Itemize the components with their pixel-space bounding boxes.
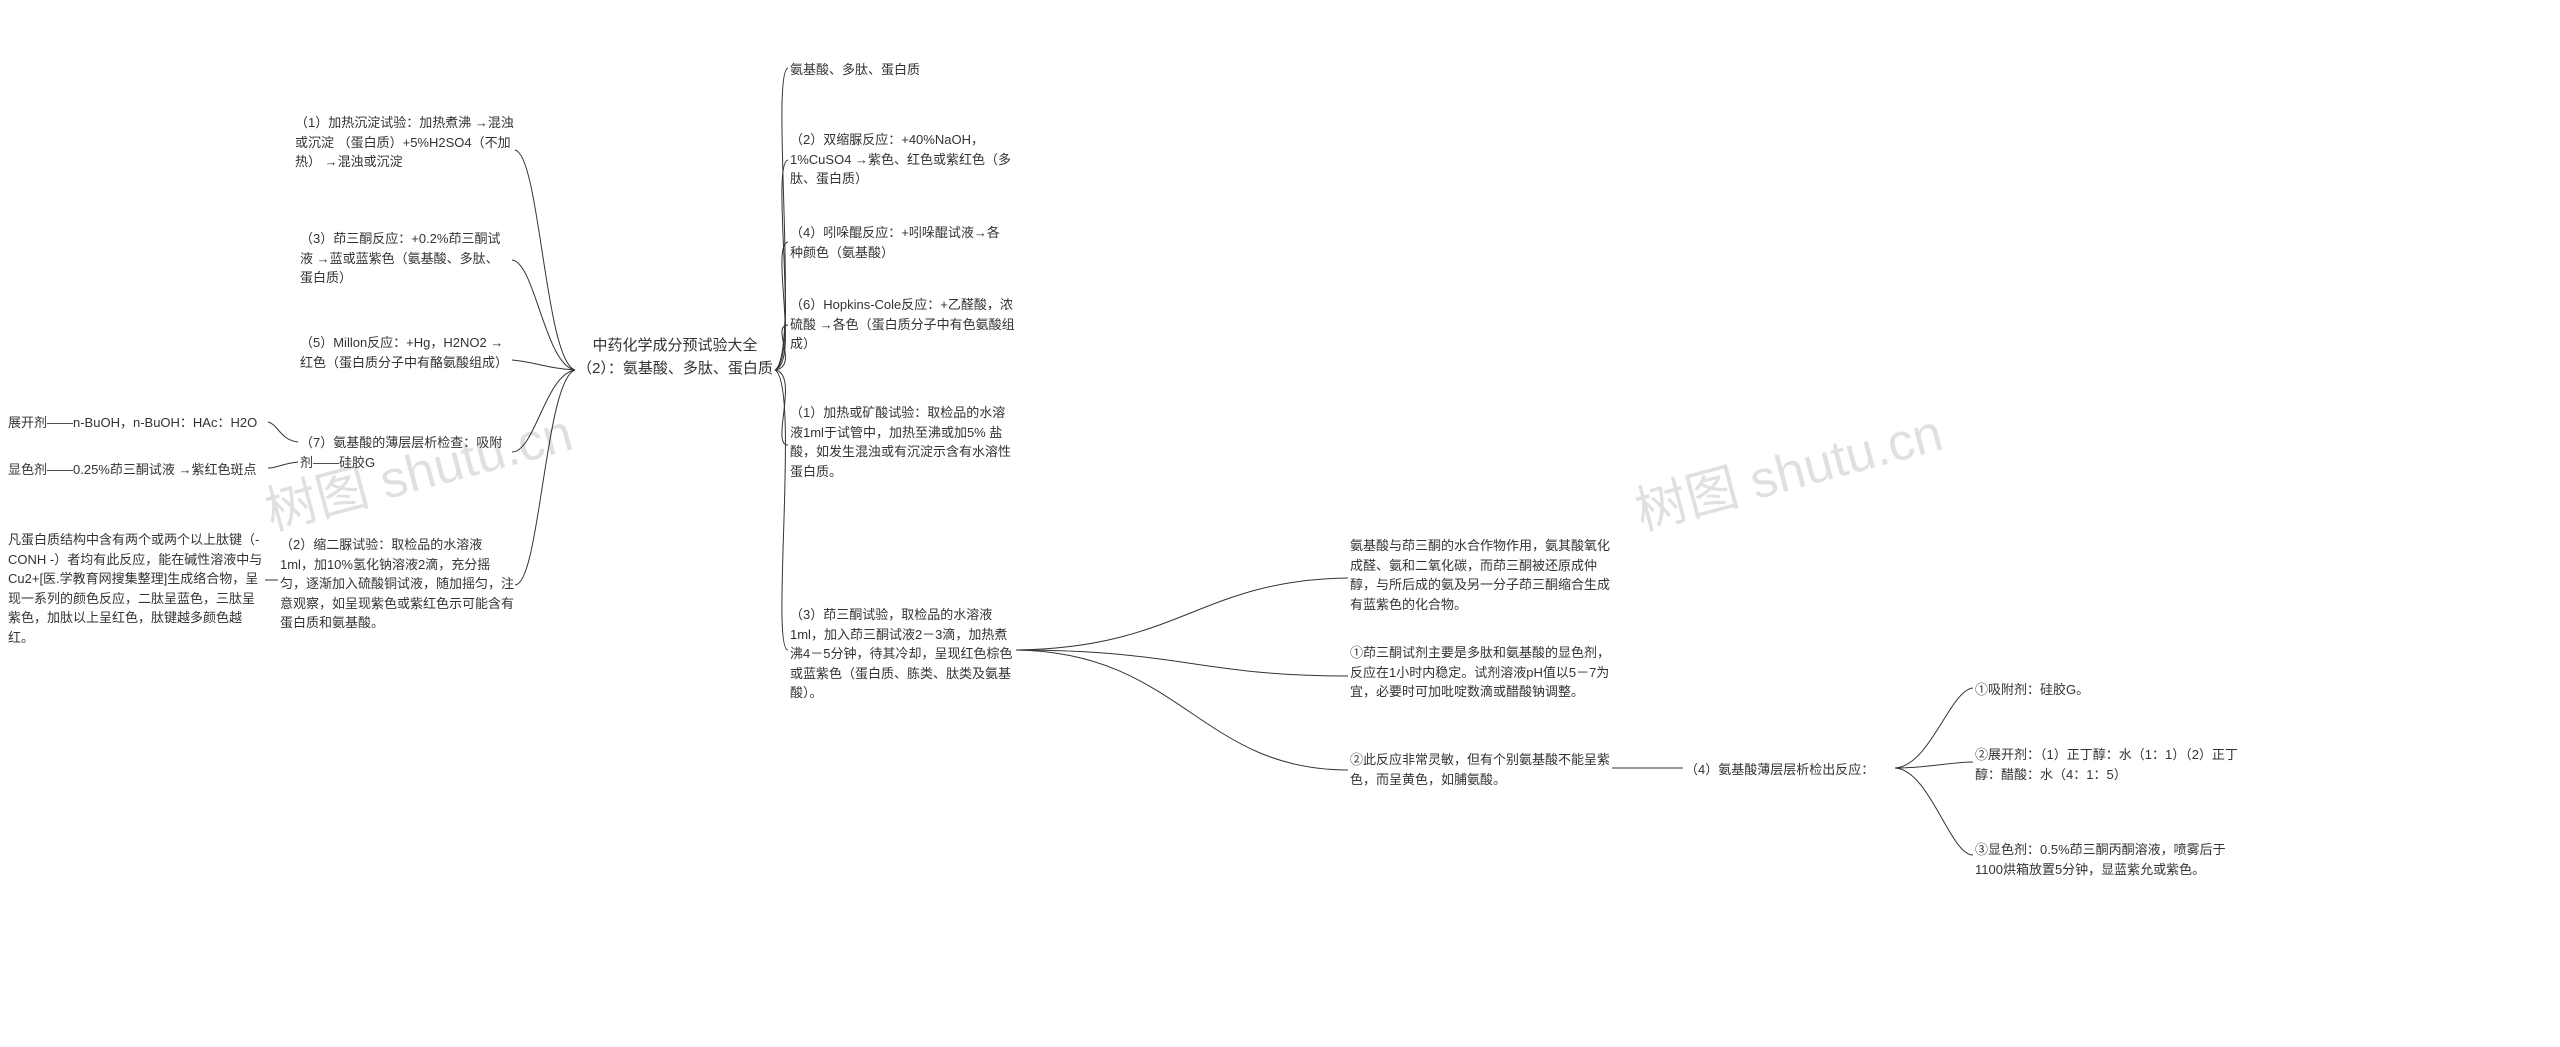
right-sub-node: 氨基酸与茚三酮的水合作物作用，氨其酸氧化成醛、氨和二氧化碳，而茚三酮被还原成仲醇…	[1350, 536, 1610, 614]
edge	[775, 370, 788, 445]
edge	[775, 325, 788, 370]
edge	[775, 370, 788, 650]
edge	[512, 360, 575, 370]
edge	[775, 160, 788, 370]
watermark: 树图 shutu.cn	[1626, 391, 1950, 545]
left-branch-node: （5）Millon反应：+Hg，H2NO2 →红色（蛋白质分子中有酪氨酸组成）	[300, 333, 510, 372]
left-sub-node: 显色剂——0.25%茚三酮试液 →紫红色斑点	[8, 460, 268, 480]
edge	[268, 422, 298, 442]
right-branch-node: （3）茚三酮试验，取检品的水溶液1ml，加入茚三酮试液2－3滴，加热煮沸4－5分…	[790, 605, 1015, 703]
edge	[268, 462, 298, 468]
edge	[512, 260, 575, 370]
left-branch-node: （1）加热沉淀试验：加热煮沸 →混浊或沉淀 （蛋白质）+5%H2SO4（不加热）…	[295, 113, 515, 172]
right-sub-node: ①茚三酮试剂主要是多肽和氨基酸的显色剂，反应在1小时内稳定。试剂溶液pH值以5－…	[1350, 643, 1610, 702]
right-branch-node: （4）吲哚醌反应：+吲哚醌试液→各种颜色（氨基酸）	[790, 223, 1010, 262]
edge	[1895, 688, 1973, 768]
edge	[1016, 650, 1348, 676]
center-node: 中药化学成分预试验大全（2）：氨基酸、多肽、蛋白质	[575, 335, 775, 380]
right-sub-node: ②此反应非常灵敏，但有个别氨基酸不能呈紫色，而呈黄色，如脯氨酸。	[1350, 750, 1610, 789]
left-branch-node: （2）缩二脲试验：取检品的水溶液1ml，加10%氢化钠溶液2滴，充分摇匀，逐渐加…	[280, 535, 515, 633]
left-branch-node: （7）氨基酸的薄层层析检查：吸附剂——硅胶G	[300, 433, 510, 472]
edge	[775, 242, 788, 370]
edge	[1895, 762, 1973, 768]
left-sub-node: 凡蛋白质结构中含有两个或两个以上肽键（-CONH -）者均有此反应，能在碱性溶液…	[8, 530, 263, 647]
edge	[515, 370, 575, 585]
right-branch-node: （6）Hopkins-Cole反应：+乙醛酸，浓硫酸 →各色（蛋白质分子中有色氨…	[790, 295, 1015, 354]
right-sub3-node: ③显色剂：0.5%茚三酮丙酮溶液，喷雾后于1100烘箱放置5分钟，显蓝紫允或紫色…	[1975, 840, 2245, 879]
edge	[1016, 650, 1348, 770]
edge	[1016, 578, 1348, 650]
edge	[1895, 768, 1973, 855]
right-sub2-node: （4）氨基酸薄层层析检出反应：	[1685, 760, 1895, 780]
left-sub-node: 展开剂——n-BuOH，n-BuOH：HAc：H2O	[8, 413, 268, 433]
right-branch-node: （1）加热或矿酸试验：取检品的水溶液1ml于试管中，加热至沸或加5% 盐酸，如发…	[790, 403, 1015, 481]
edge	[512, 370, 575, 452]
right-sub3-node: ①吸附剂：硅胶G。	[1975, 680, 2175, 700]
edge	[515, 150, 575, 370]
right-branch-node: （2）双缩脲反应：+40%NaOH，1%CuSO4 →紫色、红色或紫红色（多肽、…	[790, 130, 1015, 189]
right-branch-node: 氨基酸、多肽、蛋白质	[790, 60, 990, 80]
edge	[775, 68, 788, 370]
left-branch-node: （3）茚三酮反应：+0.2%茚三酮试液 →蓝或蓝紫色（氨基酸、多肽、蛋白质）	[300, 229, 510, 288]
right-sub3-node: ②展开剂：（1）正丁醇：水（1：1）（2）正丁醇：醋酸：水（4：1：5）	[1975, 745, 2245, 784]
